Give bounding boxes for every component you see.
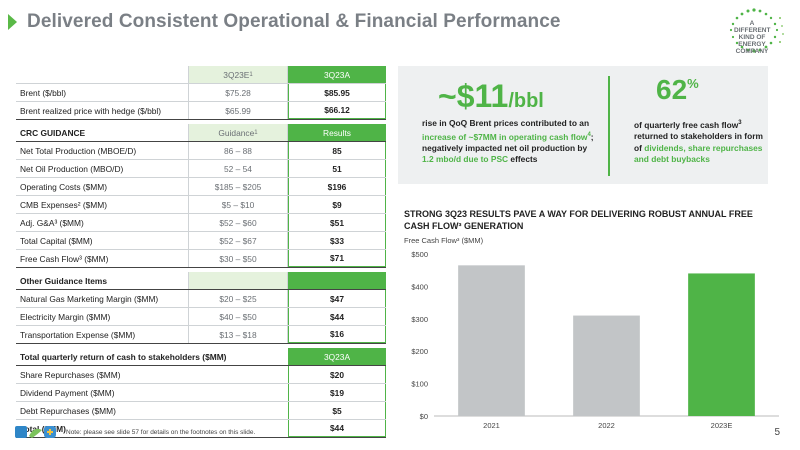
page-title: Delivered Consistent Operational & Finan… (27, 11, 561, 32)
chevron-right-icon (8, 14, 17, 30)
table-row-total: Total ($MM) $44 (16, 420, 386, 438)
x-tick-label: 2022 (598, 421, 615, 430)
panel-divider (608, 76, 610, 176)
chart-subtitle: Free Cash Flow³ ($MM) (404, 236, 484, 245)
fcf-bar-chart: $0 $100 $200 $300 $400 $500 2021 2022 2023E (411, 250, 779, 430)
table-row: CMB Expenses² ($MM) $5 – $10 $9 (16, 196, 386, 214)
table-row: Transportation Expense ($MM) $13 – $18 $… (16, 326, 386, 344)
other-guidance-header-row: Other Guidance Items (16, 272, 386, 290)
guidance-header-row: CRC GUIDANCE Guidance 1 Results (16, 124, 386, 142)
y-tick-label: $0 (420, 412, 428, 421)
y-tick-label: $200 (411, 347, 428, 356)
company-logo (729, 8, 784, 53)
footer-logo-icon (15, 426, 56, 438)
chart-title: STRONG 3Q23 RESULTS PAVE A WAY FOR DELIV… (404, 209, 753, 231)
table-row: Operating Costs ($MM) $185 – $205 $196 (16, 178, 386, 196)
brent-rise-stat: ~$11/bbl (438, 78, 544, 114)
y-tick-label: $100 (411, 380, 428, 389)
y-tick-label: $400 (411, 282, 428, 291)
x-tick-label: 2023E (711, 421, 733, 430)
table-row: Electricity Margin ($MM) $40 – $50 $44 (16, 308, 386, 326)
table-row: Natural Gas Marketing Margin ($MM) $20 –… (16, 290, 386, 308)
price-header-row: 3Q23E 1 3Q23A (16, 66, 386, 84)
bar-2022 (573, 315, 640, 416)
y-tick-label: $300 (411, 315, 428, 324)
table-row: Free Cash Flow³ ($MM) $30 – $50 $71 (16, 250, 386, 268)
header-3q23a: 3Q23A (288, 66, 386, 83)
bar-2021 (458, 265, 525, 416)
table-row: Net Oil Production (MBO/D) 52 – 54 51 (16, 160, 386, 178)
return-header-row: Total quarterly return of cash to stakeh… (16, 348, 386, 366)
logo-wordmark: A DIFFERENT KIND OF ENERGY COMPANY (734, 20, 771, 55)
fcf-return-stat: 62% (656, 74, 699, 105)
brent-rise-description: rise in QoQ Brent prices contributed to … (422, 118, 594, 165)
table-row: Adj. G&A³ ($MM) $52 – $60 $51 (16, 214, 386, 232)
table-row: Dividend Payment ($MM) $19 (16, 384, 386, 402)
header-3q23e: 3Q23E 1 (188, 66, 288, 83)
table-row: Share Repurchases ($MM) $20 (16, 366, 386, 384)
table-row: Brent ($/bbl) $75.28 $85.95 (16, 84, 386, 102)
page-number: 5 (774, 427, 780, 438)
footnote: Note: please see slide 57 for details on… (66, 429, 256, 436)
highlights-panel: ~$11/bbl 62% rise in QoQ Brent prices co… (398, 66, 768, 184)
table-row: Net Total Production (MBOE/D) 86 – 88 85 (16, 142, 386, 160)
title-bar: Delivered Consistent Operational & Finan… (8, 8, 561, 36)
bar-2023E (688, 273, 755, 416)
table-row: Brent realized price with hedge ($/bbl) … (16, 102, 386, 120)
table-row: Total Capital ($MM) $52 – $67 $33 (16, 232, 386, 250)
y-tick-label: $500 (411, 250, 428, 259)
x-tick-label: 2021 (483, 421, 500, 430)
guidance-table: 3Q23E 1 3Q23A Brent ($/bbl) $75.28 $85.95… (16, 66, 386, 438)
table-row: Debt Repurchases ($MM) $5 (16, 402, 386, 420)
fcf-return-description: of quarterly free cash flow3 returned to… (634, 119, 763, 165)
